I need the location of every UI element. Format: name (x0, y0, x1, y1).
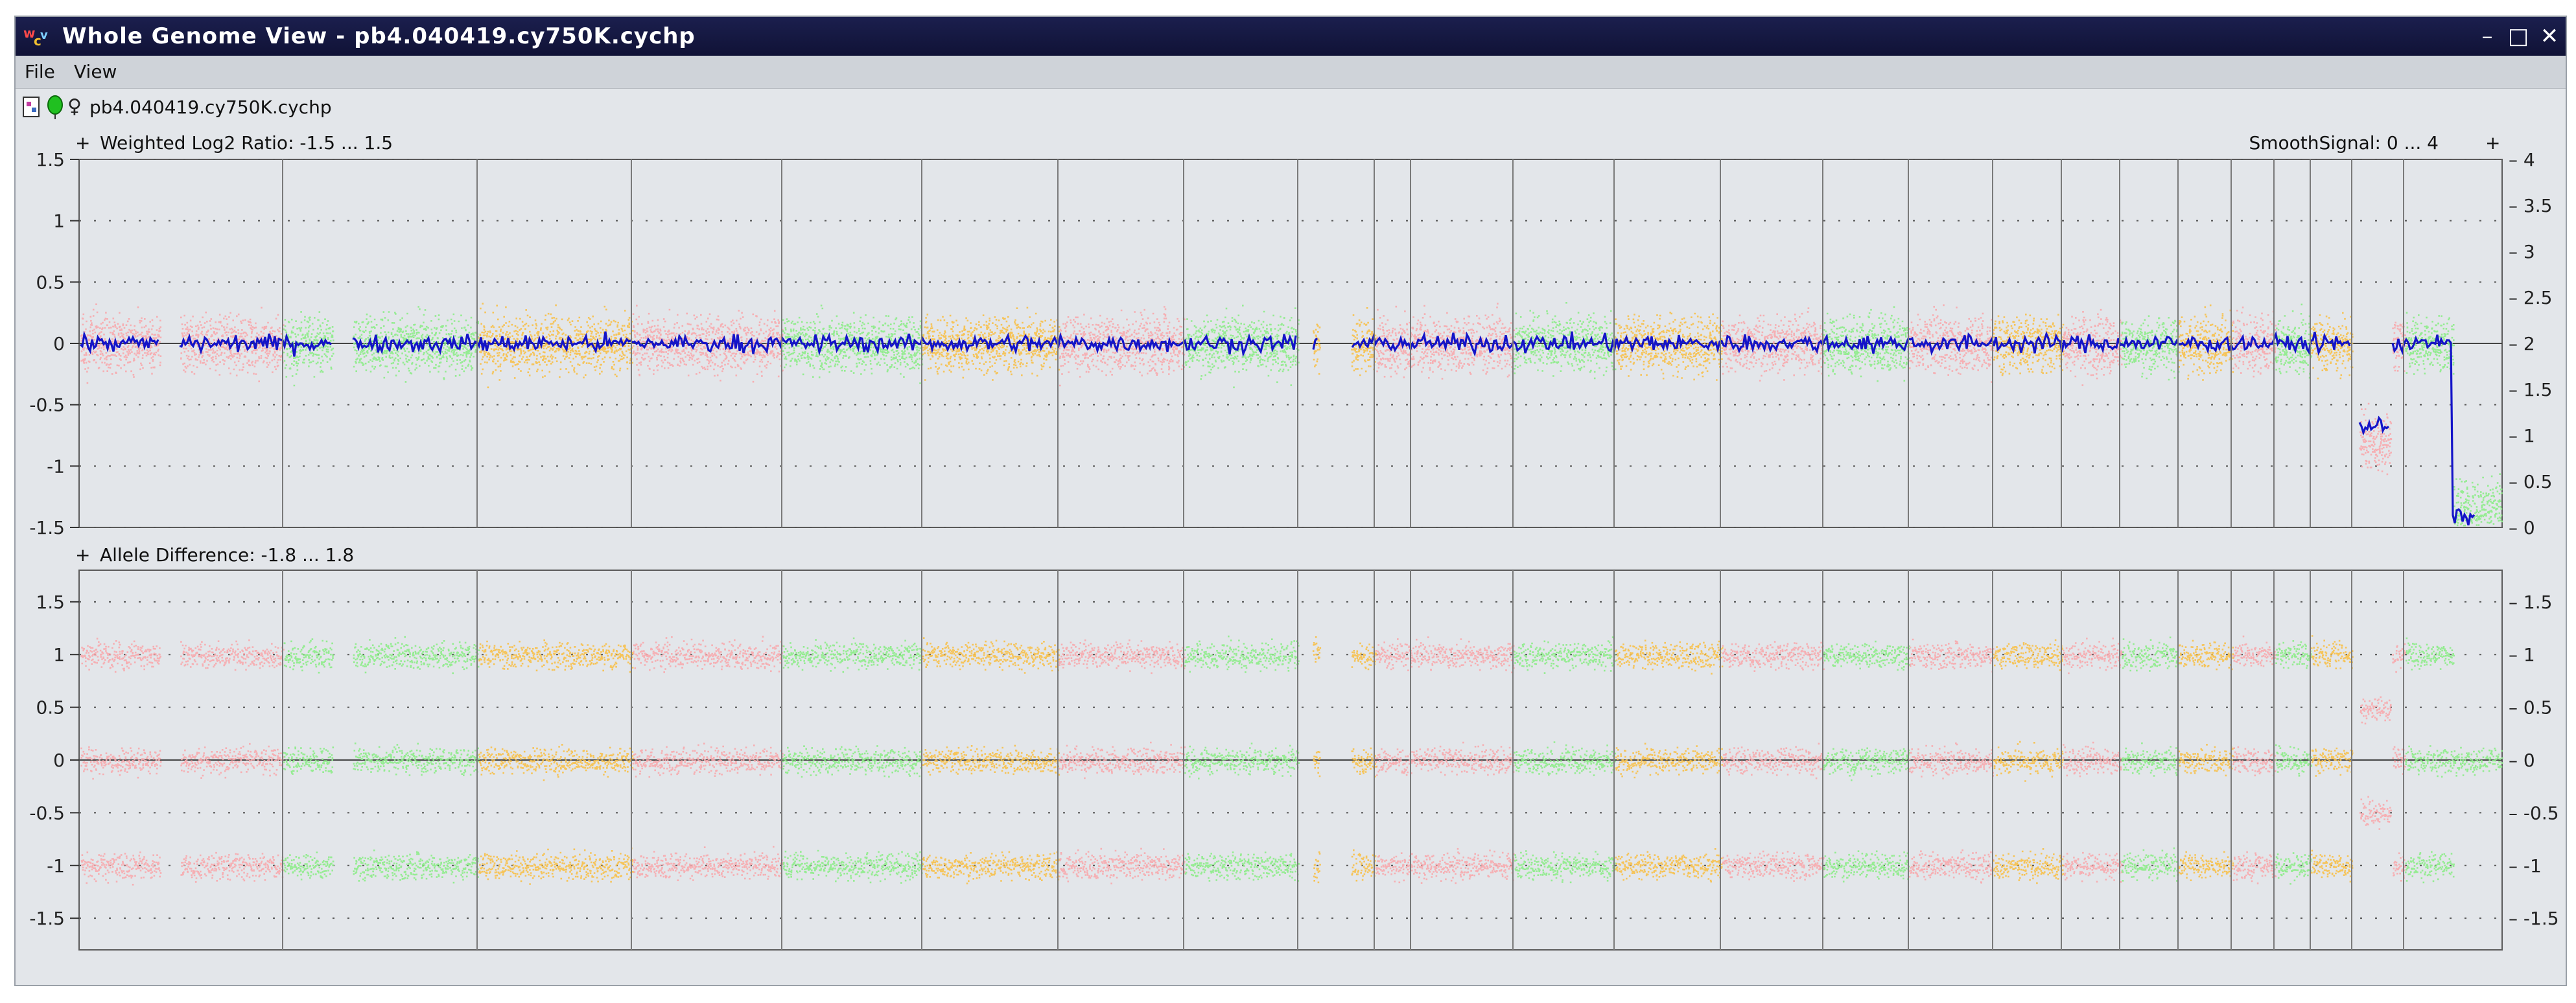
minimize-button[interactable]: – (2481, 23, 2493, 49)
tick-label: -1.5 (29, 517, 65, 538)
tick-label: -1.5 (29, 908, 65, 929)
tick-label: 1 (53, 211, 65, 232)
main-window: w c v Whole Genome View - pb4.040419.cy7… (14, 16, 2567, 986)
tick-label: – 0.5 (2509, 697, 2552, 719)
window-title: Whole Genome View - pb4.040419.cy750K.cy… (62, 23, 696, 49)
scatter-points (478, 303, 2354, 389)
female-symbol-icon: ♀ (67, 95, 82, 118)
tick-label: -1 (47, 855, 65, 877)
tick-label: – 0.5 (2509, 471, 2552, 492)
tick-label: -0.5 (29, 395, 65, 416)
toolbar: ♀ pb4.040419.cy750K.cychp (16, 89, 2566, 126)
file-name-label: pb4.040419.cy750K.cychp (89, 97, 332, 118)
bottom-right-axis: – 1.5 – 1 – 0.5 – 0 – -0.5 – -1 – -1.5 (2509, 592, 2559, 929)
plus-icon[interactable]: + (75, 544, 90, 566)
tick-label: – -1 (2509, 855, 2542, 877)
tick-label: – 0 (2509, 517, 2535, 538)
tick-label: -1 (47, 455, 65, 477)
tick-label: – 1 (2509, 425, 2535, 446)
tick-label: 0 (53, 333, 65, 354)
tick-label: – -1.5 (2509, 908, 2559, 929)
menu-view[interactable]: View (74, 61, 117, 82)
tick-label: 1.5 (36, 149, 65, 170)
tick-label: 1.5 (36, 592, 65, 613)
tick-label: – 4 (2509, 149, 2535, 170)
title-bar[interactable]: w c v Whole Genome View - pb4.040419.cy7… (16, 17, 2566, 56)
top-right-label: SmoothSignal: 0 ... 4 (2249, 132, 2439, 154)
top-left-axis: 1.5 1 0.5 0 -0.5 -1 -1.5 (29, 149, 79, 538)
menu-file[interactable]: File (25, 61, 55, 82)
scatter-points (80, 303, 2407, 476)
svg-text:c: c (34, 33, 41, 49)
bottom-left-label: Allele Difference: -1.8 ... 1.8 (100, 544, 354, 566)
tick-label: 0 (53, 750, 65, 771)
close-button[interactable]: ✕ (2540, 23, 2559, 49)
green-marker-icon[interactable] (45, 95, 65, 121)
menu-bar: File View (16, 56, 2566, 89)
maximize-button[interactable]: □ (2507, 23, 2529, 49)
svg-text:w: w (23, 25, 35, 41)
top-scatter-points (80, 302, 2503, 527)
tick-label: – 1.5 (2509, 592, 2552, 613)
document-icon[interactable] (22, 96, 43, 119)
top-panel-header: + Weighted Log2 Ratio: -1.5 ... 1.5 Smoo… (75, 132, 2500, 154)
smooth-signal-line (79, 330, 2476, 525)
plus-icon[interactable]: + (75, 132, 90, 154)
tick-label: – 3.5 (2509, 195, 2552, 216)
bottom-left-axis: 1.5 1 0.5 0 -0.5 -1 -1.5 (29, 592, 79, 929)
tick-label: – 0 (2509, 750, 2535, 771)
tick-label: – 1 (2509, 644, 2535, 665)
scatter-points (283, 302, 2503, 527)
chromosome-dividers (282, 159, 2404, 950)
scatter-points (283, 635, 2503, 885)
genome-plot[interactable]: + Weighted Log2 Ratio: -1.5 ... 1.5 Smoo… (16, 126, 2566, 985)
bottom-scatter-points (80, 635, 2503, 886)
tick-label: 0.5 (36, 271, 65, 293)
tick-label: – 1.5 (2509, 379, 2552, 400)
tick-label: 1 (53, 644, 65, 665)
tick-label: – 2.5 (2509, 287, 2552, 308)
svg-text:v: v (40, 29, 48, 42)
tick-label: – 2 (2509, 333, 2535, 354)
top-right-axis: – 4 – 3.5 – 3 – 2.5 – 2 – 1.5 – 1 – 0.5 – 0 (2509, 149, 2552, 538)
plus-icon[interactable]: + (2485, 132, 2500, 154)
tick-label: – 3 (2509, 241, 2535, 262)
top-left-label: Weighted Log2 Ratio: -1.5 ... 1.5 (100, 132, 393, 154)
tick-label: – -0.5 (2509, 802, 2559, 824)
tick-label: -0.5 (29, 802, 65, 824)
bottom-panel-header: + Allele Difference: -1.8 ... 1.8 (75, 544, 354, 566)
tick-label: 0.5 (36, 697, 65, 719)
app-icon: w c v (23, 25, 48, 49)
